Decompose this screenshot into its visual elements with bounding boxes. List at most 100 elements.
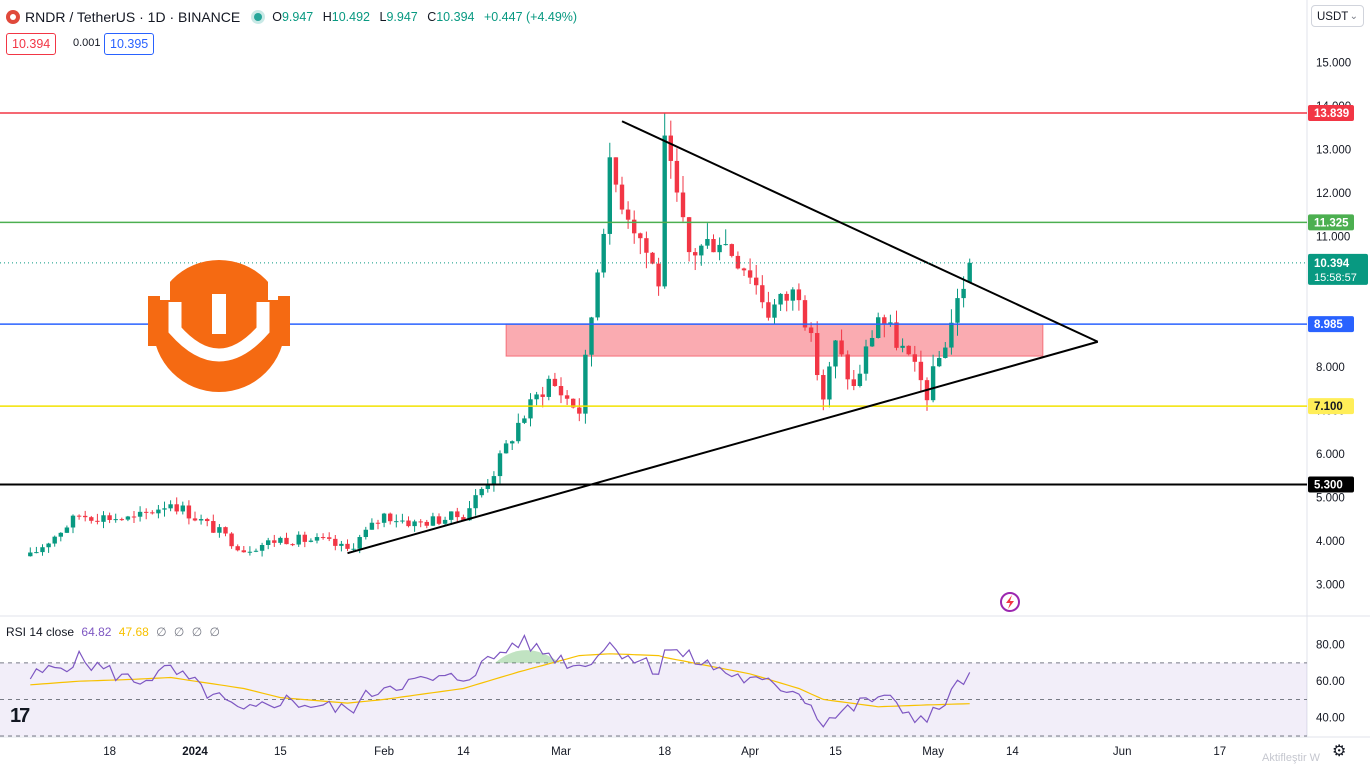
- candle-down: [735, 255, 741, 269]
- price-tick-label: 11.000: [1316, 232, 1350, 244]
- candle-down: [558, 386, 564, 396]
- candle-up: [705, 239, 710, 246]
- candle-down: [186, 505, 192, 519]
- candle-up: [278, 537, 283, 543]
- level-label: 8.985: [1314, 319, 1343, 331]
- candle-up: [400, 520, 405, 522]
- currency-label: USDT: [1317, 11, 1349, 23]
- candle-up: [491, 476, 497, 485]
- candle-down: [284, 537, 289, 545]
- candle-down: [406, 520, 411, 527]
- candle-down: [375, 522, 381, 524]
- candle-up: [52, 536, 57, 544]
- candle-up: [546, 378, 551, 397]
- candle-down: [211, 521, 216, 533]
- candle-up: [516, 422, 521, 442]
- currency-selector[interactable]: USDT ⌄: [1311, 5, 1364, 27]
- candle-up: [168, 504, 173, 509]
- time-tick-label: 15: [274, 746, 287, 758]
- candle-up: [137, 511, 143, 517]
- rsi-ma-value: 47.68: [118, 625, 149, 639]
- candle-up: [339, 543, 344, 546]
- candle-up: [28, 552, 33, 557]
- level-label: 11.325: [1314, 217, 1349, 229]
- gear-icon[interactable]: ⚙: [1332, 743, 1347, 760]
- activation-watermark: Aktifleştir W: [1262, 752, 1321, 764]
- candle-up: [503, 443, 509, 454]
- countdown-label: 15:58:57: [1314, 272, 1357, 284]
- candle-up: [534, 394, 539, 400]
- rsi-tick-label: 40.00: [1316, 713, 1345, 725]
- rsi-ma-line: [30, 653, 970, 708]
- tradingview-logo-icon[interactable]: 17: [10, 705, 30, 727]
- time-tick-label: 15: [829, 746, 842, 758]
- candle-up: [863, 346, 869, 374]
- open-value: 9.947: [281, 10, 314, 24]
- candle-up: [772, 304, 777, 318]
- candle-up: [363, 529, 368, 538]
- buy-price-button[interactable]: 10.395: [104, 33, 155, 55]
- candle-up: [778, 293, 783, 305]
- candle-up: [156, 509, 161, 514]
- candle-down: [613, 157, 619, 185]
- candle-down: [741, 268, 747, 271]
- brand-logo-icon: [148, 260, 290, 392]
- rsi-overbought-fill: [495, 650, 560, 663]
- candle-down: [540, 394, 545, 397]
- candle-up: [46, 543, 51, 548]
- candle-up: [497, 453, 503, 477]
- price-tick-label: 8.000: [1316, 362, 1345, 374]
- candle-up: [125, 516, 131, 520]
- candle-up: [198, 519, 204, 521]
- candles-group: [28, 113, 972, 557]
- candle-down: [918, 361, 924, 381]
- time-axis: 18 2024 15 Feb 14 Mar 18 Apr 15 May 14 Jun 17: [103, 746, 1226, 758]
- level-label-bg: [1308, 316, 1354, 333]
- candle-down: [632, 219, 637, 234]
- rsi-value: 64.82: [81, 625, 112, 639]
- candle-down: [808, 327, 814, 334]
- candle-down: [656, 263, 661, 287]
- candle-up: [955, 298, 960, 323]
- candle-down: [174, 504, 179, 512]
- lightning-bolt: [1006, 595, 1014, 609]
- candle-down: [619, 184, 625, 210]
- candle-down: [625, 209, 631, 220]
- candle-up: [510, 441, 515, 444]
- candle-down: [845, 354, 850, 380]
- time-tick-label: 14: [1006, 746, 1019, 758]
- candle-down: [235, 546, 240, 551]
- close-value: 10.394: [436, 10, 475, 24]
- candle-up: [869, 337, 875, 347]
- level-label-bg: [1308, 476, 1354, 493]
- candle-down: [144, 511, 149, 513]
- candle-up: [381, 513, 387, 523]
- candle-up: [790, 289, 795, 301]
- rsi-legend[interactable]: RSI 14 close 64.82 47.68 ∅ ∅ ∅ ∅: [6, 625, 222, 639]
- candle-down: [766, 302, 771, 318]
- candle-up: [900, 345, 905, 348]
- time-tick-label: Jun: [1113, 746, 1132, 758]
- candle-up: [430, 516, 436, 526]
- candle-down: [388, 513, 393, 522]
- candle-down: [668, 135, 673, 161]
- candle-up: [583, 354, 588, 414]
- rsi-tick-label: 60.00: [1316, 676, 1345, 688]
- candle-up: [253, 550, 259, 552]
- candle-down: [424, 521, 429, 526]
- price-tick-label: 15.000: [1316, 58, 1351, 70]
- change-value: +0.447 (+4.49%): [483, 10, 578, 24]
- candle-down: [747, 270, 753, 278]
- candle-up: [217, 527, 222, 533]
- candle-down: [119, 519, 124, 521]
- lightning-icon: [1000, 592, 1020, 612]
- price-tick-label: 5.000: [1316, 493, 1345, 505]
- candle-down: [882, 317, 887, 325]
- candle-up: [247, 551, 253, 553]
- sell-price-button[interactable]: 10.394: [6, 33, 57, 55]
- candle-up: [937, 357, 942, 367]
- symbol-title[interactable]: RNDR / TetherUS · 1D · BINANCE: [25, 9, 241, 25]
- time-tick-label: 2024: [182, 746, 208, 758]
